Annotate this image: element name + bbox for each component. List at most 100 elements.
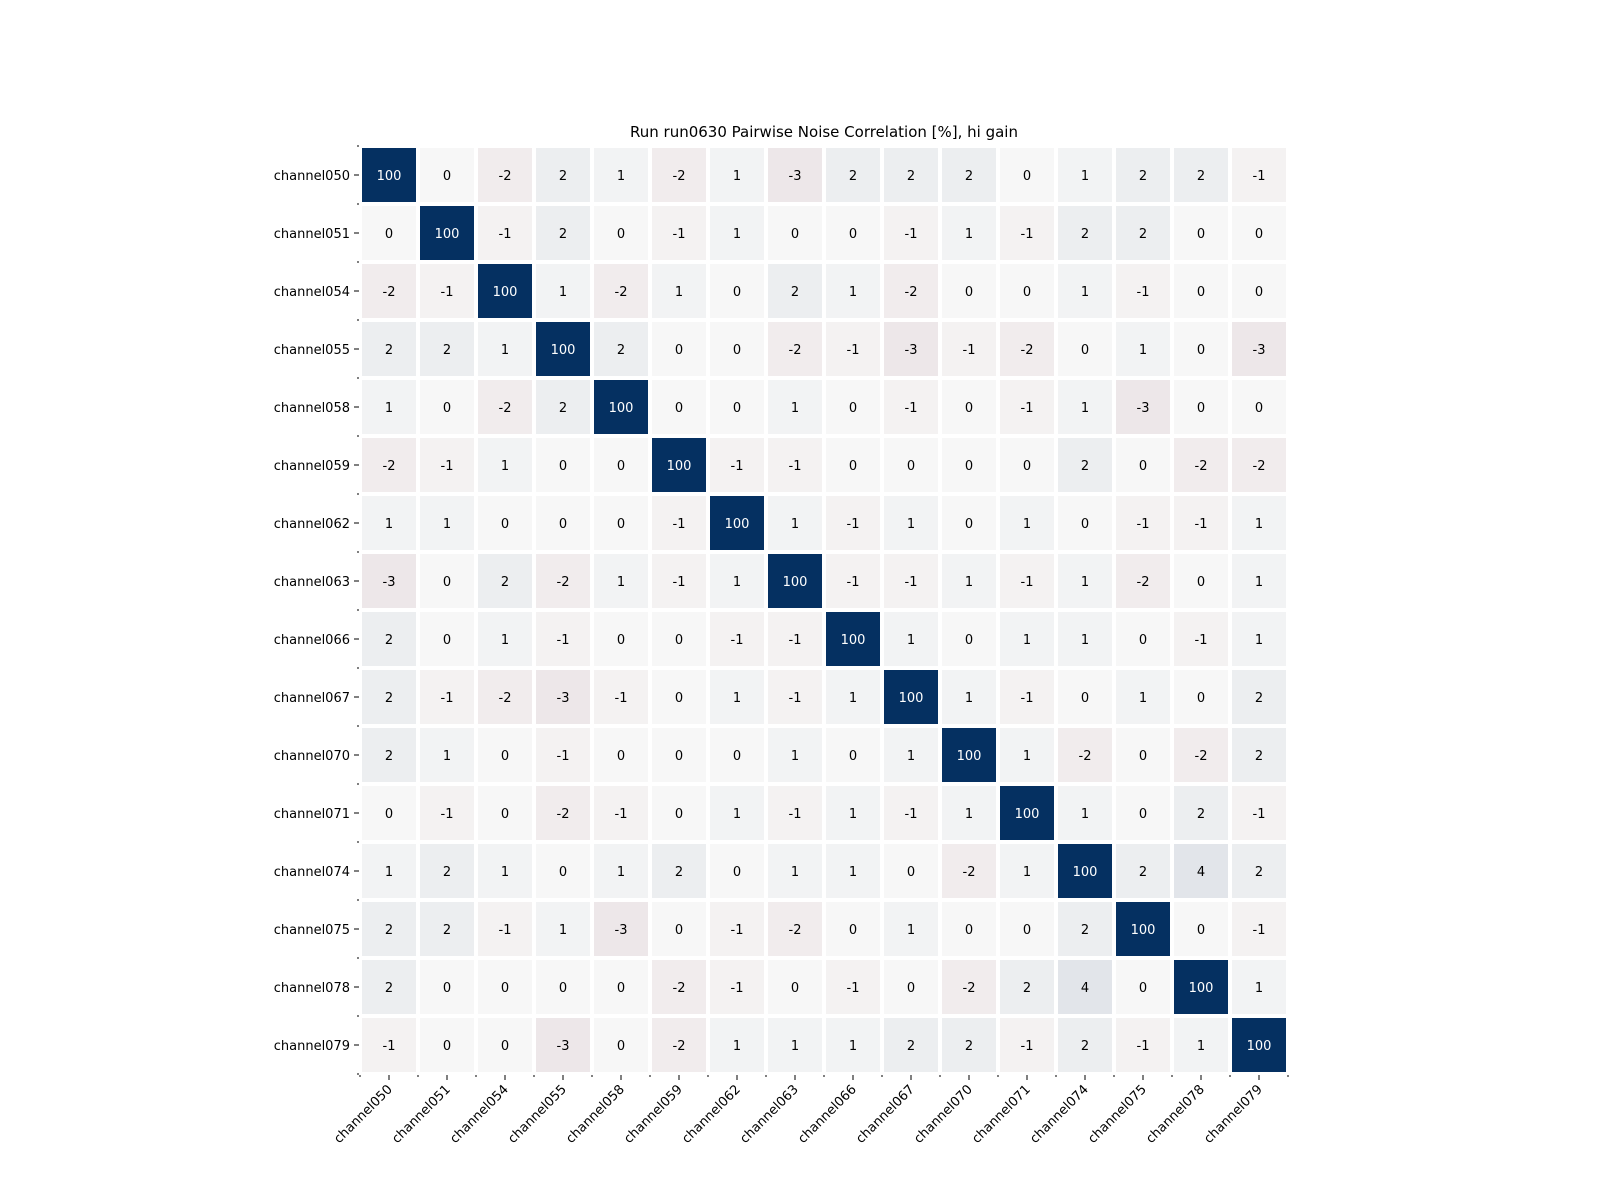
heatmap-cell-1-15 bbox=[1232, 206, 1286, 260]
heatmap-cell-10-8 bbox=[826, 728, 880, 782]
cell-value-label-3-5: 0 bbox=[675, 343, 683, 358]
col-label-15: channel079 bbox=[1201, 1082, 1266, 1147]
heatmap-cell-4-10 bbox=[942, 380, 996, 434]
heatmap-cell-1-5 bbox=[652, 206, 706, 260]
heatmap-cell-6-7 bbox=[768, 496, 822, 550]
cell-value-label-8-13: 0 bbox=[1139, 633, 1147, 648]
cell-value-label-9-11: -1 bbox=[1021, 691, 1034, 706]
row-label-2: channel054 bbox=[274, 285, 350, 300]
cell-value-label-10-0: 2 bbox=[385, 749, 393, 764]
heatmap-cell-0-4 bbox=[594, 148, 648, 202]
cell-value-label-13-7: -2 bbox=[789, 923, 802, 938]
heatmap-cell-2-1 bbox=[420, 264, 474, 318]
heatmap-cell-4-3 bbox=[536, 380, 590, 434]
cell-value-label-6-13: -1 bbox=[1137, 517, 1150, 532]
heatmap-cell-2-2 bbox=[478, 264, 532, 318]
cell-value-label-9-10: 1 bbox=[965, 691, 973, 706]
heatmap-cell-13-13 bbox=[1116, 902, 1170, 956]
heatmap-cell-5-12 bbox=[1058, 438, 1112, 492]
cell-value-label-7-10: 1 bbox=[965, 575, 973, 590]
heatmap-cell-6-13 bbox=[1116, 496, 1170, 550]
heatmap-cell-15-6 bbox=[710, 1018, 764, 1072]
cell-value-label-5-13: 0 bbox=[1139, 459, 1147, 474]
row-label-4: channel058 bbox=[274, 401, 350, 416]
cell-value-label-10-9: 1 bbox=[907, 749, 915, 764]
heatmap-cell-1-2 bbox=[478, 206, 532, 260]
heatmap-cell-10-9 bbox=[884, 728, 938, 782]
cell-value-label-5-6: -1 bbox=[731, 459, 744, 474]
heatmap-cell-11-5 bbox=[652, 786, 706, 840]
cell-value-label-1-4: 0 bbox=[617, 227, 625, 242]
cell-value-label-10-13: 0 bbox=[1139, 749, 1147, 764]
cell-value-label-0-2: -2 bbox=[499, 169, 512, 184]
cell-value-label-14-7: 0 bbox=[791, 981, 799, 996]
cell-value-label-9-15: 2 bbox=[1255, 691, 1263, 706]
cell-value-label-15-12: 2 bbox=[1081, 1039, 1089, 1054]
cell-value-label-6-8: -1 bbox=[847, 517, 860, 532]
cell-value-label-1-12: 2 bbox=[1081, 227, 1089, 242]
cell-value-label-0-5: -2 bbox=[673, 169, 686, 184]
heatmap-cell-0-12 bbox=[1058, 148, 1112, 202]
heatmap-cell-2-9 bbox=[884, 264, 938, 318]
cell-value-label-3-12: 0 bbox=[1081, 343, 1089, 358]
cell-value-label-11-8: 1 bbox=[849, 807, 857, 822]
heatmap-cell-11-14 bbox=[1174, 786, 1228, 840]
cell-value-label-6-7: 1 bbox=[791, 517, 799, 532]
cell-value-label-5-5: 100 bbox=[667, 459, 692, 474]
heatmap-cell-11-3 bbox=[536, 786, 590, 840]
cell-value-label-10-3: -1 bbox=[557, 749, 570, 764]
cell-value-label-7-2: 2 bbox=[501, 575, 509, 590]
heatmap-cell-8-3 bbox=[536, 612, 590, 666]
heatmap-cell-15-9 bbox=[884, 1018, 938, 1072]
col-label-3: channel055 bbox=[505, 1082, 570, 1147]
cell-value-label-9-8: 1 bbox=[849, 691, 857, 706]
cell-value-label-9-1: -1 bbox=[441, 691, 454, 706]
heatmap-cell-4-6 bbox=[710, 380, 764, 434]
heatmap-cell-6-10 bbox=[942, 496, 996, 550]
cell-value-label-2-8: 1 bbox=[849, 285, 857, 300]
cell-value-label-2-2: 100 bbox=[493, 285, 518, 300]
cell-value-label-4-14: 0 bbox=[1197, 401, 1205, 416]
heatmap-cell-8-9 bbox=[884, 612, 938, 666]
heatmap-cell-5-6 bbox=[710, 438, 764, 492]
heatmap-cell-6-6 bbox=[710, 496, 764, 550]
heatmap-cell-0-2 bbox=[478, 148, 532, 202]
row-tick-labels: channel050 channel051 channel054 channel055… bbox=[274, 145, 359, 1075]
cell-value-label-0-11: 0 bbox=[1023, 169, 1031, 184]
heatmap-cell-12-15 bbox=[1232, 844, 1286, 898]
heatmap-cell-3-6 bbox=[710, 322, 764, 376]
col-label-4: channel058 bbox=[563, 1082, 628, 1147]
cell-value-label-14-14: 100 bbox=[1189, 981, 1214, 996]
cell-value-label-8-15: 1 bbox=[1255, 633, 1263, 648]
cell-value-label-4-3: 2 bbox=[559, 401, 567, 416]
heatmap-cell-15-10 bbox=[942, 1018, 996, 1072]
cell-value-label-8-9: 1 bbox=[907, 633, 915, 648]
heatmap-cell-12-9 bbox=[884, 844, 938, 898]
heatmap-cell-10-14 bbox=[1174, 728, 1228, 782]
cell-value-label-10-1: 1 bbox=[443, 749, 451, 764]
col-label-12: channel074 bbox=[1027, 1082, 1092, 1147]
cell-value-label-14-5: -2 bbox=[673, 981, 686, 996]
heatmap-cell-7-12 bbox=[1058, 554, 1112, 608]
cell-value-label-14-3: 0 bbox=[559, 981, 567, 996]
cell-value-label-1-9: -1 bbox=[905, 227, 918, 242]
cell-value-label-6-9: 1 bbox=[907, 517, 915, 532]
heatmap-cell-3-9 bbox=[884, 322, 938, 376]
heatmap-cell-5-13 bbox=[1116, 438, 1170, 492]
col-label-5: channel059 bbox=[621, 1082, 686, 1147]
heatmap-cell-4-7 bbox=[768, 380, 822, 434]
cell-value-label-6-12: 0 bbox=[1081, 517, 1089, 532]
cell-value-label-3-6: 0 bbox=[733, 343, 741, 358]
heatmap-cell-11-7 bbox=[768, 786, 822, 840]
cell-value-label-12-4: 1 bbox=[617, 865, 625, 880]
cell-value-label-0-7: -3 bbox=[789, 169, 802, 184]
heatmap-cell-1-11 bbox=[1000, 206, 1054, 260]
heatmap-cell-6-3 bbox=[536, 496, 590, 550]
heatmap-cell-13-11 bbox=[1000, 902, 1054, 956]
cell-value-label-3-3: 100 bbox=[551, 343, 576, 358]
cell-value-label-13-3: 1 bbox=[559, 923, 567, 938]
cell-value-label-1-14: 0 bbox=[1197, 227, 1205, 242]
cell-value-label-11-4: -1 bbox=[615, 807, 628, 822]
heatmap-cell-15-2 bbox=[478, 1018, 532, 1072]
cell-value-label-10-12: -2 bbox=[1079, 749, 1092, 764]
